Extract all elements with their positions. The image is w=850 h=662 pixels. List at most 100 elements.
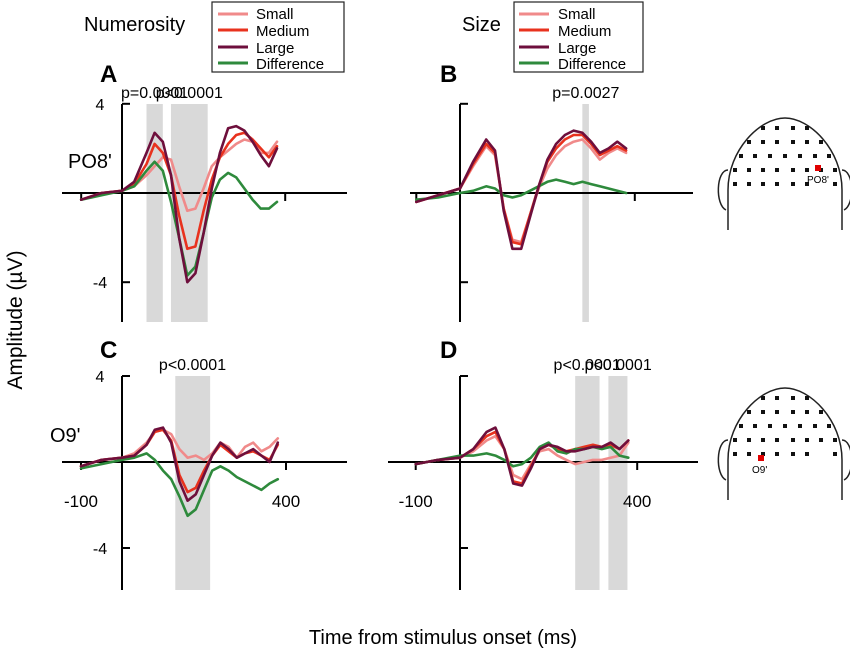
electrode-dot (833, 438, 837, 442)
p-value-annotation: p<0.0001 (585, 357, 652, 374)
electrode-dot (775, 140, 779, 144)
electrode-dot (739, 154, 743, 158)
series-line-small (79, 428, 280, 468)
series-line-large (79, 426, 280, 503)
electrode-dot (761, 452, 765, 456)
electrode-dot (805, 396, 809, 400)
electrode-dot (775, 182, 779, 186)
electrode-dot (775, 438, 779, 442)
electrode-dot (747, 438, 751, 442)
series-line-small (414, 138, 628, 244)
y-tick-label: 4 (96, 97, 105, 114)
electrode-dot (739, 424, 743, 428)
p-value-annotation: p<0.0001 (554, 357, 621, 374)
head-ear-left (717, 439, 729, 481)
significance-shade (582, 104, 589, 322)
electrode-dot (761, 396, 765, 400)
electrode-dot (783, 424, 787, 428)
electrode-dot (761, 438, 765, 442)
electrode-dot (783, 154, 787, 158)
electrode-dot (761, 126, 765, 130)
electrode-marker-o9 (758, 455, 764, 461)
significance-shade (575, 376, 600, 590)
legend-numerosity-small: Small (256, 6, 294, 23)
significance-shade (608, 376, 628, 590)
electrode-dot (805, 126, 809, 130)
electrode-dot (747, 182, 751, 186)
series-line-difference (414, 178, 628, 201)
p-value-annotation: p<0.0001 (156, 85, 223, 102)
electrode-dot (827, 424, 831, 428)
x-tick-label: 400 (272, 492, 300, 511)
electrode-dot (733, 438, 737, 442)
electrode-dot (833, 168, 837, 172)
electrode-dot (733, 168, 737, 172)
electrode-dot (805, 410, 809, 414)
electrode-dot (768, 154, 772, 158)
electrode-dot (747, 410, 751, 414)
electrode-dot (747, 168, 751, 172)
electrode-dot (798, 154, 802, 158)
head-ear-left (717, 169, 729, 211)
head-diagram-po8: PO8' (717, 117, 850, 230)
electrode-dot (805, 182, 809, 186)
electrode-dot (775, 452, 779, 456)
legend-size-title: Size (462, 14, 501, 36)
x-tick-label: -100 (399, 492, 433, 511)
head-label-po8: PO8' (807, 175, 829, 186)
electrode-dot (819, 410, 823, 414)
electrode-dot (733, 452, 737, 456)
electrode-dot (827, 154, 831, 158)
electrode-dot (775, 168, 779, 172)
electrode-dot (833, 182, 837, 186)
x-tick-label: 400 (623, 492, 651, 511)
head-ear-right (841, 169, 850, 211)
row-label-po8: PO8' (68, 151, 112, 173)
y-tick-label: -4 (93, 275, 107, 292)
legend-size-medium: Medium (558, 23, 611, 40)
legend-numerosity-large: Large (256, 40, 294, 57)
electrode-dot (805, 140, 809, 144)
x-tick-label: -100 (64, 492, 98, 511)
series-line-large (414, 129, 628, 251)
electrode-dot (813, 154, 817, 158)
y-tick-label: 4 (96, 369, 105, 386)
series-line-large (414, 426, 630, 487)
electrode-dot (791, 410, 795, 414)
series-line-difference (414, 441, 630, 468)
panel-label: C (100, 337, 117, 364)
electrode-dot (753, 154, 757, 158)
electrode-dot (791, 126, 795, 130)
legend-numerosity-title: Numerosity (84, 14, 185, 36)
electrode-dot (813, 424, 817, 428)
electrode-dot (761, 168, 765, 172)
p-value-annotation: p=0.0027 (552, 85, 619, 102)
series-line-difference (79, 452, 280, 518)
electrode-dot (747, 140, 751, 144)
head-outline (727, 387, 843, 500)
electrode-marker-po8 (815, 165, 821, 171)
y-tick-label: -4 (93, 541, 107, 558)
legend-size-large: Large (558, 40, 596, 57)
electrode-dot (761, 182, 765, 186)
electrode-dot (819, 438, 823, 442)
electrode-dot (791, 438, 795, 442)
electrode-dot (761, 410, 765, 414)
legend-numerosity-difference: Difference (256, 56, 324, 73)
electrode-dot (805, 452, 809, 456)
electrode-dot (833, 452, 837, 456)
electrode-dot (733, 182, 737, 186)
electrode-dot (753, 424, 757, 428)
electrode-dot (819, 140, 823, 144)
legend-numerosity-medium: Medium (256, 23, 309, 40)
head-label-o9: O9' (752, 465, 767, 476)
electrode-dot (775, 410, 779, 414)
electrode-dot (761, 140, 765, 144)
electrode-dot (791, 168, 795, 172)
head-diagram-o9: O9' (717, 387, 850, 500)
row-label-o9: O9' (50, 425, 81, 447)
series-line-large (79, 124, 279, 284)
p-value-annotation: p<0.0001 (159, 357, 226, 374)
head-outline (727, 117, 843, 230)
electrode-dot (805, 438, 809, 442)
